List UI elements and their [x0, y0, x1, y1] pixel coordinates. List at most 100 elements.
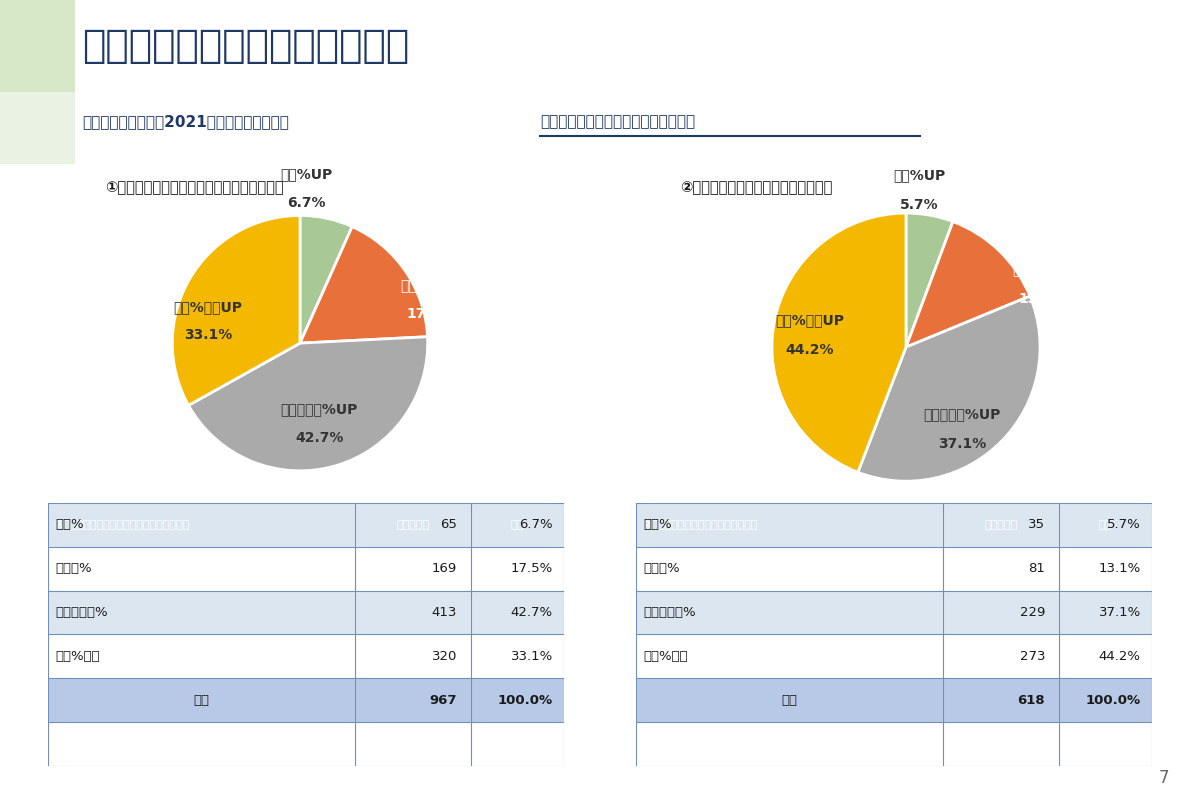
Bar	[636, 591, 943, 634]
Text: 6.7%: 6.7%	[520, 518, 553, 531]
Text: ５～９%: ５～９%	[55, 562, 92, 575]
Text: （２）影響の規模（2021年３月との比較）: （２）影響の規模（2021年３月との比較）	[82, 114, 289, 129]
Bar	[636, 503, 943, 547]
Bar	[355, 678, 472, 722]
Text: 273: 273	[1020, 650, 1045, 663]
Bar	[472, 503, 564, 547]
Text: 33.1%: 33.1%	[184, 329, 232, 342]
Bar	[472, 547, 564, 591]
Text: ２０%以上: ２０%以上	[55, 650, 101, 663]
Bar	[355, 503, 472, 547]
Text: ②新築－工事費に対しての値上がり率: ②新築－工事費に対しての値上がり率	[680, 180, 833, 195]
Bar	[355, 591, 472, 634]
Text: １０～１９%UP: １０～１９%UP	[281, 402, 358, 417]
Text: 967: 967	[430, 693, 457, 707]
Wedge shape	[300, 227, 427, 343]
Text: 413: 413	[432, 606, 457, 619]
Text: ５～９%UP: ５～９%UP	[1013, 263, 1073, 276]
Bar	[1060, 678, 1152, 722]
Text: 合計: 合計	[781, 693, 798, 707]
Bar	[472, 591, 564, 634]
Text: 100.0%: 100.0%	[1086, 693, 1141, 707]
Text: 33.1%: 33.1%	[511, 650, 553, 663]
Bar	[48, 547, 355, 591]
Text: 13.1%: 13.1%	[1099, 562, 1141, 575]
Text: ～４%UP: ～４%UP	[281, 168, 332, 182]
Bar	[1060, 634, 1152, 678]
Bar	[48, 503, 355, 547]
Text: 17.5%: 17.5%	[406, 306, 455, 321]
Text: 13.1%: 13.1%	[1019, 292, 1067, 306]
Text: 320: 320	[432, 650, 457, 663]
Bar	[1060, 503, 1152, 547]
Text: ５～９%: ５～９%	[643, 562, 680, 575]
Text: ～４%: ～４%	[643, 518, 672, 531]
Bar	[472, 503, 564, 547]
Bar	[943, 591, 1060, 634]
Text: 35: 35	[1028, 518, 1045, 531]
Wedge shape	[173, 215, 300, 405]
Bar	[355, 634, 472, 678]
Text: ②新築　工事費に対しての値上がり率: ②新築 工事費に対しての値上がり率	[642, 519, 757, 530]
Wedge shape	[906, 213, 953, 347]
Bar	[355, 503, 472, 547]
Bar	[636, 678, 943, 722]
Text: 169: 169	[432, 562, 457, 575]
Text: 81: 81	[1028, 562, 1045, 575]
Text: 37.1%: 37.1%	[1099, 606, 1141, 619]
Bar	[943, 634, 1060, 678]
Bar	[1060, 503, 1152, 547]
Text: ２０%以上UP: ２０%以上UP	[775, 314, 844, 327]
Wedge shape	[772, 213, 906, 472]
Text: 229: 229	[1020, 606, 1045, 619]
Text: 65: 65	[440, 518, 457, 531]
Text: 17.5%: 17.5%	[511, 562, 553, 575]
Text: ２０%以上UP: ２０%以上UP	[174, 300, 242, 314]
Text: １０～１９%UP: １０～１９%UP	[924, 407, 1001, 421]
Bar	[1060, 591, 1152, 634]
Text: ①リフォームー工事費に対しての値上がり率: ①リフォームー工事費に対しての値上がり率	[106, 180, 283, 195]
Text: 37.1%: 37.1%	[938, 437, 986, 451]
Polygon shape	[0, 92, 74, 164]
Text: 6.7%: 6.7%	[287, 196, 325, 210]
Text: 合計: 合計	[193, 693, 210, 707]
Bar	[48, 634, 355, 678]
Bar	[472, 634, 564, 678]
Bar	[472, 678, 564, 722]
Text: 有効回答数: 有効回答数	[396, 519, 430, 530]
Bar	[48, 503, 355, 547]
Wedge shape	[300, 215, 352, 343]
Bar	[943, 547, 1060, 591]
Text: 割合: 割合	[1099, 519, 1112, 530]
Wedge shape	[858, 296, 1040, 481]
Text: 44.2%: 44.2%	[785, 343, 834, 357]
Text: 5.7%: 5.7%	[900, 198, 938, 212]
Bar	[636, 547, 943, 591]
Text: ４．見積価格・工事費への影響: ４．見積価格・工事費への影響	[82, 27, 409, 65]
Bar	[943, 678, 1060, 722]
Bar	[943, 503, 1060, 547]
Bar	[1060, 547, 1152, 591]
Wedge shape	[906, 222, 1030, 347]
Text: 42.7%: 42.7%	[511, 606, 553, 619]
Text: ～４%: ～４%	[55, 518, 84, 531]
Text: １０～１９%: １０～１９%	[55, 606, 108, 619]
Wedge shape	[188, 337, 427, 471]
Bar	[48, 678, 355, 722]
Bar	[636, 634, 943, 678]
Text: ２０%以上: ２０%以上	[643, 650, 689, 663]
Bar	[943, 503, 1060, 547]
Bar	[636, 503, 943, 547]
Text: 100.0%: 100.0%	[498, 693, 553, 707]
Text: 7: 7	[1158, 769, 1169, 787]
Text: リフォーム・新築とも大幅な価格上昇: リフォーム・新築とも大幅な価格上昇	[540, 114, 695, 129]
Text: 有効回答数: 有効回答数	[984, 519, 1018, 530]
Bar	[48, 591, 355, 634]
Text: 44.2%: 44.2%	[1099, 650, 1141, 663]
Text: ①リフォーム　工事費に対しての値上がり率: ①リフォーム 工事費に対しての値上がり率	[54, 519, 190, 530]
Text: 5.7%: 5.7%	[1108, 518, 1141, 531]
Text: ～４%UP: ～４%UP	[893, 168, 946, 183]
Polygon shape	[0, 0, 74, 92]
Text: １０～１９%: １０～１９%	[643, 606, 696, 619]
Bar	[355, 547, 472, 591]
